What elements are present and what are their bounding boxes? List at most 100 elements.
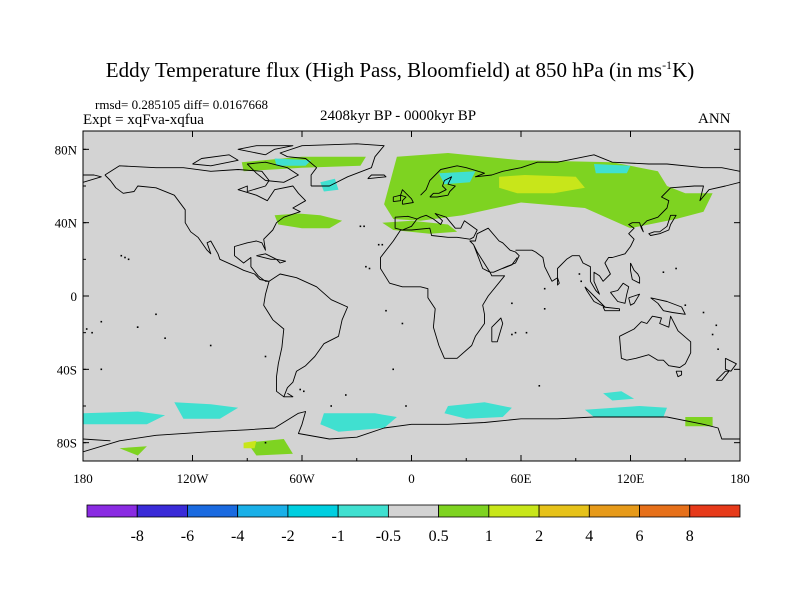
anomaly-region-17 bbox=[243, 440, 257, 449]
colorbar: -8 -6 -4 -2 -1 -0.5 0.5 1 2 4 6 8 bbox=[86, 504, 741, 545]
anomaly-region-10 bbox=[83, 411, 166, 425]
island-dot-10 bbox=[264, 355, 267, 358]
island-dot-4 bbox=[85, 328, 88, 330]
island-dot-16 bbox=[363, 225, 365, 228]
coastline-24 bbox=[610, 282, 630, 304]
island-dot-19 bbox=[392, 368, 394, 371]
island-dot-18 bbox=[385, 309, 387, 312]
axis-ticks: 180 120W 60W 0 60E 120E 180 80N 40N 0 40S 80S bbox=[55, 131, 750, 486]
coastline-layer bbox=[83, 143, 740, 453]
coastline-27 bbox=[491, 317, 504, 343]
colorbar-swatch-5 bbox=[337, 504, 389, 518]
y-tick-label-2: 0 bbox=[71, 289, 78, 304]
island-dot-0 bbox=[127, 258, 130, 261]
coastline-28 bbox=[557, 277, 560, 286]
colorbar-label-6: 0.5 bbox=[429, 528, 449, 545]
coastline-12 bbox=[429, 176, 456, 198]
anomaly-region-12 bbox=[444, 402, 512, 419]
island-dot-34 bbox=[717, 348, 719, 350]
anomaly-region-13 bbox=[603, 391, 635, 401]
stats-line: rmsd= 0.285105 diff= 0.0167668 bbox=[95, 97, 268, 112]
island-dot-36 bbox=[405, 405, 407, 407]
island-dot-43 bbox=[100, 368, 103, 371]
coastline-4 bbox=[192, 154, 239, 167]
island-dot-29 bbox=[675, 267, 677, 270]
island-dot-31 bbox=[702, 311, 705, 314]
anomaly-region-1 bbox=[274, 158, 312, 166]
coastline-3 bbox=[246, 161, 299, 183]
y-tick-label-0: 80N bbox=[55, 142, 78, 157]
colorbar-swatch-3 bbox=[237, 504, 289, 518]
anomaly-region-8 bbox=[382, 220, 458, 234]
map-title: Eddy Temperature flux (High Pass, Bloomf… bbox=[0, 58, 800, 83]
coastline-32 bbox=[83, 438, 111, 442]
anomaly-layer bbox=[83, 153, 713, 456]
season-label: ANN bbox=[698, 111, 731, 127]
anomaly-region-2 bbox=[320, 178, 339, 192]
coastline-33 bbox=[283, 392, 294, 398]
coastline-13 bbox=[83, 174, 102, 183]
island-dot-21 bbox=[514, 331, 517, 334]
island-dot-12 bbox=[368, 267, 371, 270]
period-label: 2408kyr BP - 0000kyr BP bbox=[320, 108, 477, 124]
coastline-11 bbox=[420, 154, 740, 196]
island-dot-37 bbox=[330, 405, 332, 407]
anomaly-region-5 bbox=[438, 171, 476, 185]
island-dot-3 bbox=[91, 331, 93, 334]
colorbar-swatch-4 bbox=[287, 504, 339, 518]
coastline-21 bbox=[650, 297, 686, 315]
island-dot-1 bbox=[124, 256, 126, 259]
coastline-15 bbox=[502, 257, 518, 269]
colorbar-label-0: -8 bbox=[131, 528, 144, 545]
anomaly-region-15 bbox=[247, 439, 293, 456]
anomaly-region-7 bbox=[274, 213, 343, 229]
island-dot-27 bbox=[580, 280, 582, 283]
coastline-20 bbox=[715, 370, 730, 381]
colorbar-label-2: -4 bbox=[231, 528, 244, 545]
colorbar-swatch-8 bbox=[488, 504, 540, 518]
island-dot-13 bbox=[377, 243, 380, 246]
island-dot-14 bbox=[381, 243, 384, 246]
title-main: Eddy Temperature flux (High Pass, Bloomf… bbox=[105, 58, 663, 82]
coastline-31 bbox=[83, 411, 740, 453]
island-dot-17 bbox=[401, 322, 404, 325]
island-dot-2 bbox=[120, 254, 123, 257]
coastline-18 bbox=[675, 370, 683, 378]
title-superscript: -1 bbox=[662, 58, 673, 72]
y-tick-label-4: 80S bbox=[57, 436, 77, 451]
coastline-22 bbox=[584, 286, 606, 308]
island-dot-38 bbox=[345, 394, 347, 396]
island-dot-42 bbox=[264, 441, 267, 444]
anomaly-region-16 bbox=[119, 446, 147, 456]
island-dot-8 bbox=[164, 337, 166, 339]
coastline-16 bbox=[648, 214, 677, 236]
coastline-0 bbox=[104, 165, 307, 282]
x-tick-label-4: 60E bbox=[511, 471, 532, 486]
y-tick-label-3: 40S bbox=[57, 362, 77, 377]
colorbar-label-11: 8 bbox=[686, 528, 694, 545]
island-dot-35 bbox=[136, 326, 139, 328]
island-dot-41 bbox=[303, 390, 305, 393]
island-dot-28 bbox=[662, 271, 665, 273]
colorbar-swatch-11 bbox=[639, 504, 691, 518]
coastline-1 bbox=[263, 273, 349, 398]
y-tick-label-1: 40N bbox=[55, 216, 78, 231]
coastline-9 bbox=[394, 215, 418, 231]
coastline-17 bbox=[619, 315, 692, 368]
coastline-6 bbox=[367, 174, 387, 180]
coastline-19 bbox=[724, 357, 737, 372]
island-dot-25 bbox=[543, 308, 546, 310]
island-dot-40 bbox=[299, 388, 301, 391]
colorbar-swatch-12 bbox=[689, 504, 741, 518]
colorbar-swatch-10 bbox=[588, 504, 640, 518]
anomaly-region-9 bbox=[174, 402, 239, 419]
colorbar-label-8: 2 bbox=[535, 528, 543, 545]
colorbar-label-1: -6 bbox=[181, 528, 194, 545]
coastline-26 bbox=[630, 262, 641, 284]
x-tick-label-6: 180 bbox=[730, 471, 750, 486]
island-dot-30 bbox=[684, 304, 687, 306]
island-dot-7 bbox=[155, 313, 157, 316]
coastline-5 bbox=[237, 145, 294, 156]
coastline-2 bbox=[279, 143, 385, 187]
